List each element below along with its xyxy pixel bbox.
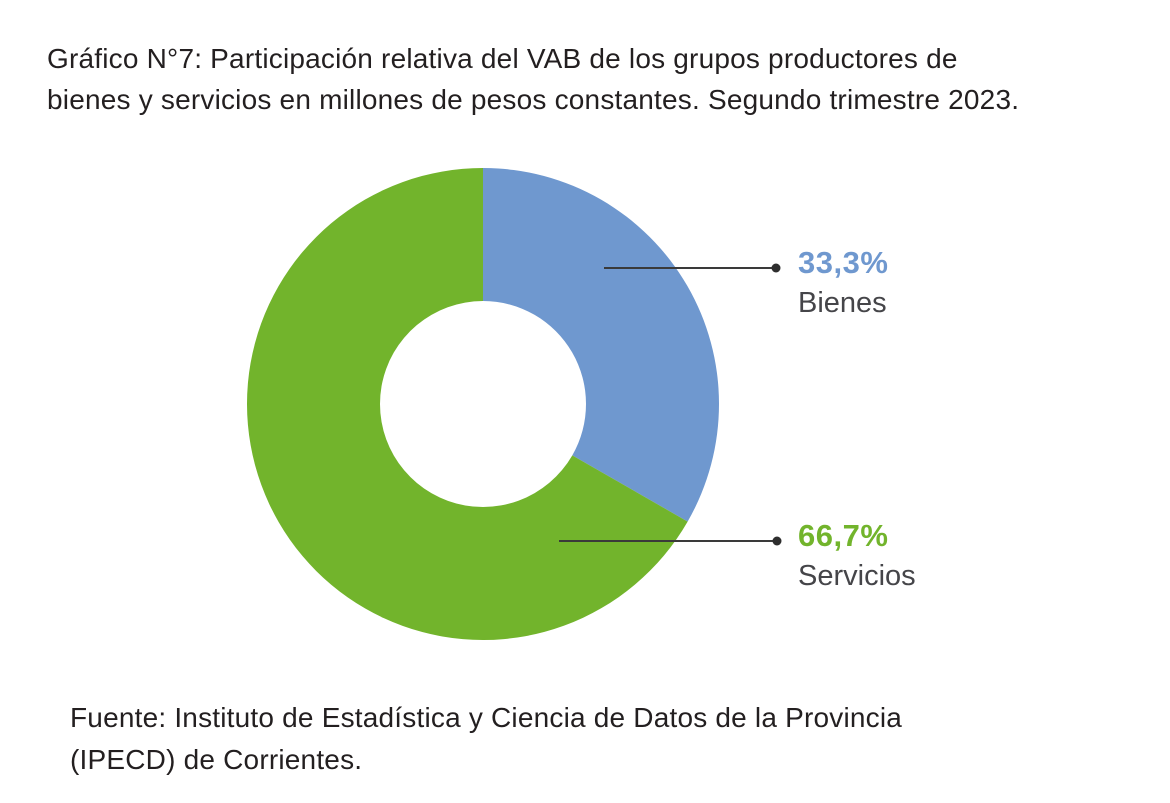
donut-slice-servicios (246, 168, 688, 640)
servicios-percentage-label: 66,7% (798, 518, 889, 553)
donut-slice-bienes (483, 168, 719, 522)
callout-servicios: 66,7% Servicios (798, 518, 916, 593)
bienes-category-label: Bienes (798, 287, 887, 319)
callout-bienes: 33,3% Bienes (798, 245, 888, 320)
servicios-category-label: Servicios (798, 560, 916, 592)
source-note: Fuente: Instituto de Estadística y Cienc… (70, 702, 903, 775)
bienes-percentage-label: 33,3% (798, 245, 889, 280)
leader-dot-bienes (771, 263, 781, 273)
leader-dot-servicios (772, 536, 782, 546)
chart-title: Gráfico N°7: Participación relativa del … (47, 43, 1020, 115)
donut-slices (246, 168, 719, 640)
